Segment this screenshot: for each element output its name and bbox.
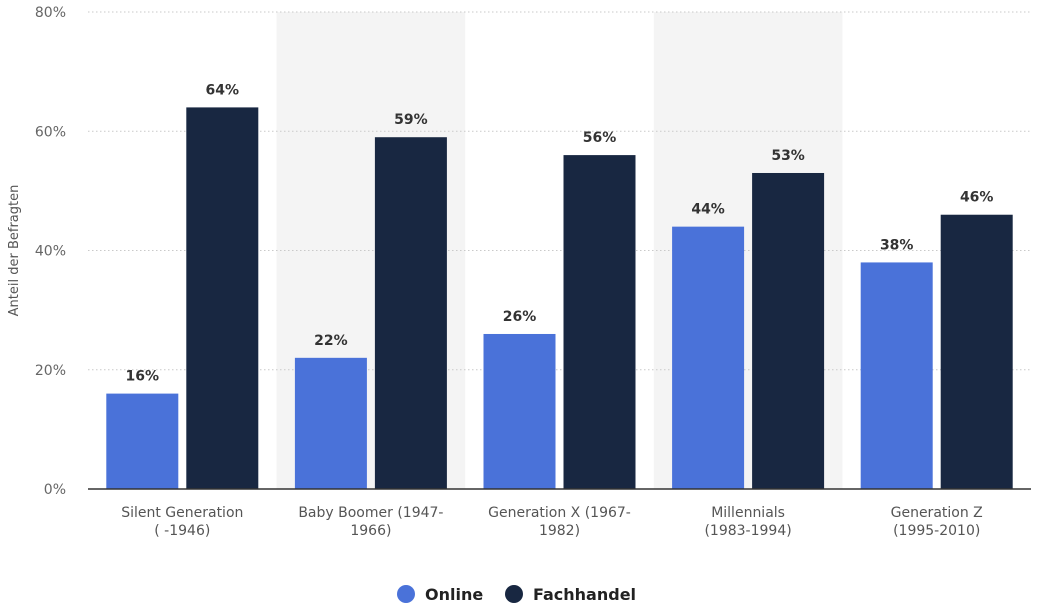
- category-label-line: Millennials: [711, 505, 785, 521]
- bar-fachhandel-3[interactable]: [752, 172, 825, 490]
- data-label-fachhandel: 64%: [206, 82, 240, 98]
- legend-marker-online[interactable]: [397, 585, 415, 603]
- bar-fachhandel-0[interactable]: [186, 107, 259, 490]
- legend-label-fachhandel[interactable]: Fachhandel: [533, 585, 636, 604]
- data-label-fachhandel: 46%: [960, 190, 994, 206]
- category-label: Baby Boomer (1947- 1966): [298, 505, 443, 539]
- bar-fachhandel-4[interactable]: [940, 214, 1013, 489]
- y-tick-label: 40%: [35, 244, 66, 260]
- data-label-online: 22%: [314, 333, 348, 349]
- category-label-line: Generation X (1967-: [488, 505, 631, 521]
- data-label-fachhandel: 53%: [771, 148, 805, 164]
- data-label-fachhandel: 56%: [583, 130, 617, 146]
- legend: Online Fachhandel: [397, 585, 636, 604]
- bars: [106, 107, 1013, 490]
- y-tick-label: 20%: [35, 363, 66, 379]
- bar-online-0[interactable]: [106, 393, 179, 489]
- bar-online-2[interactable]: [483, 333, 556, 489]
- y-axis-ticks: 0% 20% 40% 60% 80%: [35, 5, 66, 498]
- data-label-fachhandel: 59%: [394, 112, 428, 128]
- y-tick-label: 60%: [35, 124, 66, 140]
- category-label: Generation X (1967- 1982): [488, 505, 631, 539]
- category-label-line: ( -1946): [154, 523, 210, 539]
- data-label-online: 38%: [880, 237, 914, 253]
- category-label-line: Silent Generation: [121, 505, 243, 521]
- bar-online-1[interactable]: [294, 357, 367, 489]
- category-label-line: Generation Z: [891, 505, 983, 521]
- category-label-line: Baby Boomer (1947-: [298, 505, 443, 521]
- data-label-online: 44%: [691, 202, 725, 218]
- category-label-line: 1982): [539, 523, 580, 539]
- bar-online-3[interactable]: [672, 226, 745, 489]
- y-tick-label: 80%: [35, 5, 66, 21]
- category-label: Silent Generation ( -1946): [121, 505, 243, 539]
- category-label-line: 1966): [350, 523, 391, 539]
- legend-label-online[interactable]: Online: [425, 585, 483, 604]
- y-axis-title: Anteil der Befragten: [7, 185, 22, 317]
- data-label-online: 26%: [503, 309, 537, 325]
- legend-marker-fachhandel[interactable]: [505, 585, 523, 603]
- category-label-line: (1983-1994): [704, 523, 791, 539]
- data-labels: 16% 22% 26% 44% 38% 64% 59% 56% 53% 46%: [126, 82, 994, 384]
- bar-fachhandel-1[interactable]: [374, 137, 447, 489]
- y-tick-label: 0%: [44, 482, 66, 498]
- bar-online-4[interactable]: [860, 262, 933, 489]
- category-labels: Silent Generation ( -1946) Baby Boomer (19…: [121, 505, 983, 539]
- data-label-online: 16%: [126, 369, 160, 385]
- category-label: Millennials (1983-1994): [704, 505, 791, 539]
- category-label: Generation Z (1995-2010): [891, 505, 983, 539]
- bar-fachhandel-2[interactable]: [563, 155, 636, 489]
- category-label-line: (1995-2010): [893, 523, 980, 539]
